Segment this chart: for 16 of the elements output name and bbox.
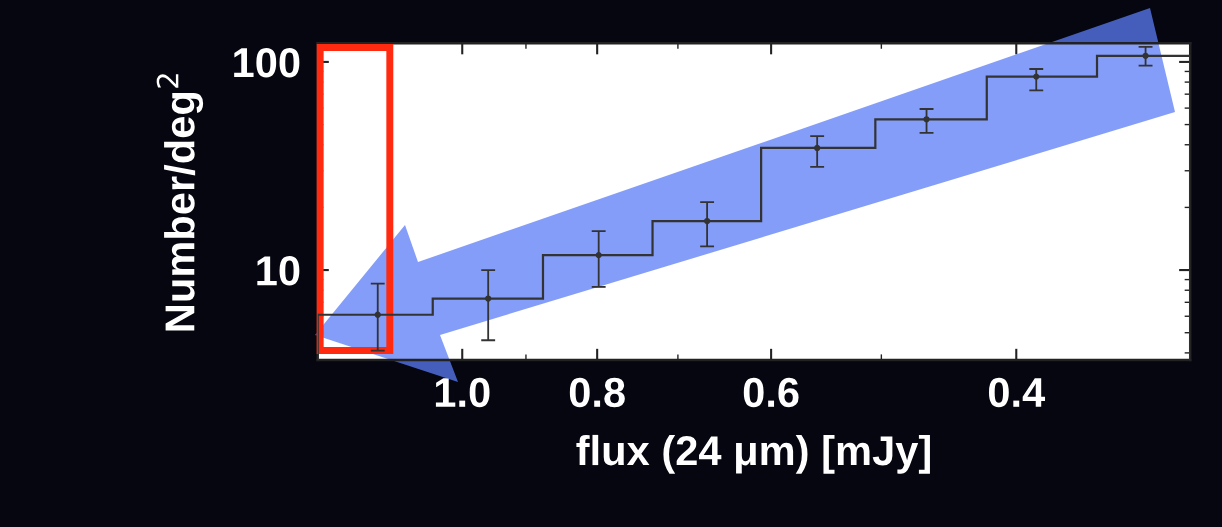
x-tick-label: 0.4 xyxy=(988,377,1046,408)
point xyxy=(1033,73,1040,80)
point xyxy=(1142,52,1149,59)
point xyxy=(374,311,381,318)
x-tick-label: 0.8 xyxy=(569,377,625,408)
y-axis-title: Number/deg$^{2}$ xyxy=(156,74,204,331)
x-tick-label: 1.0 xyxy=(435,377,490,408)
point xyxy=(923,116,930,123)
x-axis-title: flux (24 μm) [mJy] xyxy=(576,434,930,474)
point xyxy=(595,251,602,259)
x-tick-label: 0.6 xyxy=(743,377,799,408)
y-tick-label: 100 xyxy=(234,47,300,78)
point xyxy=(814,144,821,152)
y-tick-label: 10 xyxy=(257,256,300,286)
point xyxy=(485,295,492,302)
point xyxy=(703,217,711,225)
